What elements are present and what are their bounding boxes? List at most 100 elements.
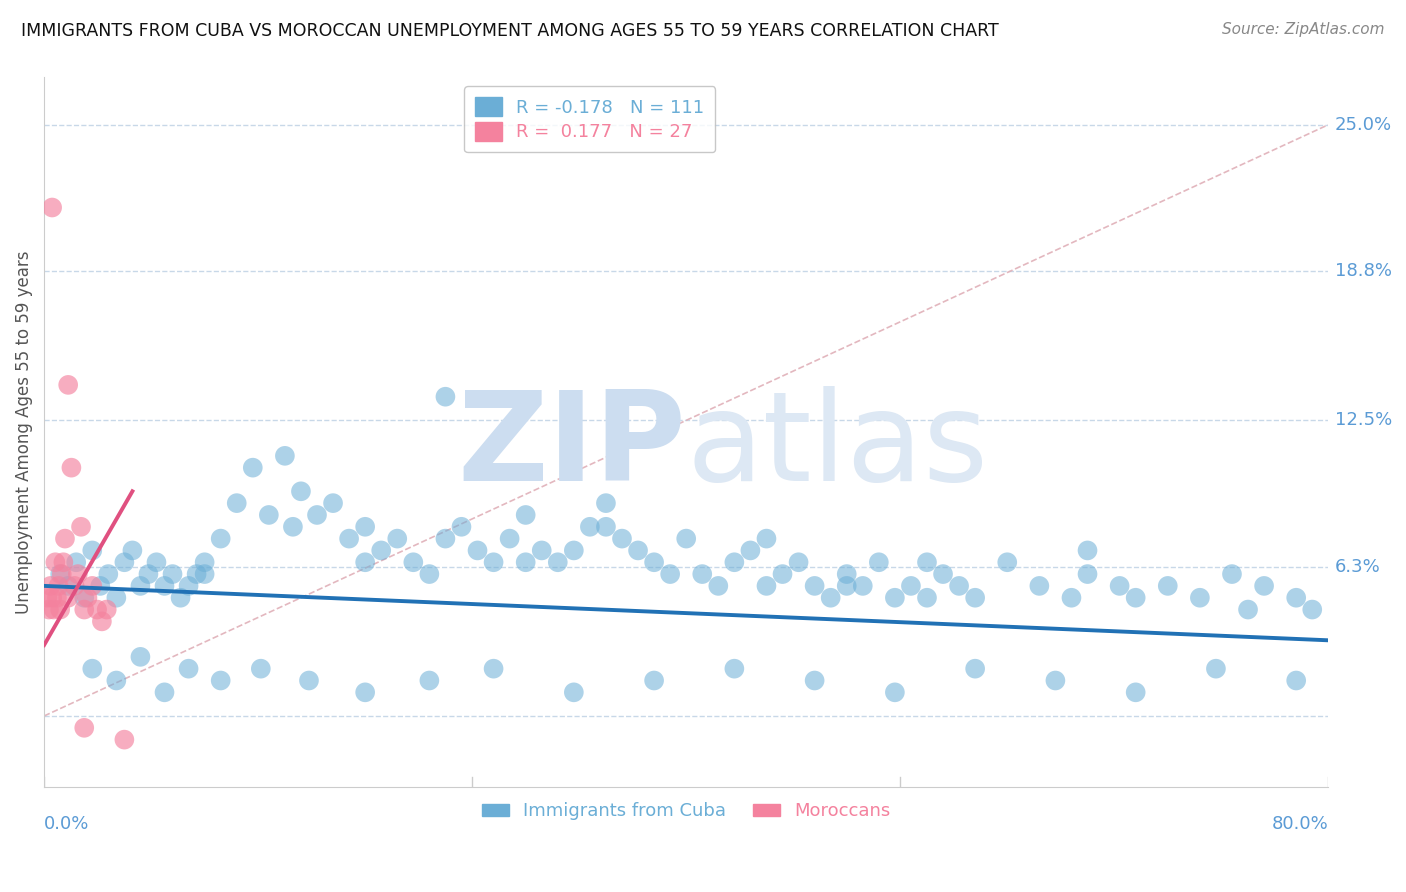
Point <box>177 662 200 676</box>
Point <box>965 662 987 676</box>
Text: 0.0%: 0.0% <box>44 815 90 833</box>
Point <box>194 567 217 582</box>
Point <box>643 673 665 688</box>
Point <box>915 591 938 605</box>
Point <box>153 685 176 699</box>
Point <box>63 579 86 593</box>
Point <box>900 579 922 593</box>
Point <box>70 520 93 534</box>
Point <box>38 602 60 616</box>
Point <box>482 555 505 569</box>
Point <box>49 567 72 582</box>
Point <box>498 532 520 546</box>
Point <box>290 484 312 499</box>
Point <box>177 579 200 593</box>
Point <box>659 567 682 582</box>
Point <box>76 591 98 605</box>
Point <box>740 543 762 558</box>
Point <box>281 520 304 534</box>
Point <box>73 602 96 616</box>
Point <box>402 555 425 569</box>
Point <box>250 662 273 676</box>
Point <box>418 673 440 688</box>
Point <box>242 460 264 475</box>
Point <box>530 543 553 558</box>
Point <box>948 579 970 593</box>
Point <box>915 555 938 569</box>
Point <box>105 673 128 688</box>
Point <box>41 201 63 215</box>
Point <box>41 591 63 605</box>
Point <box>595 520 617 534</box>
Point <box>755 579 778 593</box>
Point <box>44 555 66 569</box>
Legend: Immigrants from Cuba, Moroccans: Immigrants from Cuba, Moroccans <box>474 795 898 828</box>
Point <box>1076 567 1098 582</box>
Point <box>90 615 112 629</box>
Point <box>643 555 665 569</box>
Point <box>1301 602 1323 616</box>
Point <box>73 591 96 605</box>
Point <box>595 496 617 510</box>
Point <box>225 496 247 510</box>
Point <box>562 543 585 558</box>
Point <box>121 543 143 558</box>
Point <box>1125 685 1147 699</box>
Text: 80.0%: 80.0% <box>1271 815 1329 833</box>
Point <box>298 673 321 688</box>
Point <box>434 532 457 546</box>
Point <box>1285 673 1308 688</box>
Point <box>562 685 585 699</box>
Point <box>194 555 217 569</box>
Point <box>274 449 297 463</box>
Point <box>52 555 75 569</box>
Point <box>627 543 650 558</box>
Point <box>482 662 505 676</box>
Point <box>835 567 858 582</box>
Point <box>1188 591 1211 605</box>
Point <box>772 567 794 582</box>
Point <box>690 567 713 582</box>
Point <box>129 649 152 664</box>
Point <box>755 532 778 546</box>
Point <box>209 673 232 688</box>
Point <box>1205 662 1227 676</box>
Point <box>322 496 344 510</box>
Point <box>787 555 810 569</box>
Text: 12.5%: 12.5% <box>1334 411 1392 429</box>
Text: IMMIGRANTS FROM CUBA VS MOROCCAN UNEMPLOYMENT AMONG AGES 55 TO 59 YEARS CORRELAT: IMMIGRANTS FROM CUBA VS MOROCCAN UNEMPLO… <box>21 22 998 40</box>
Point <box>1125 591 1147 605</box>
Point <box>387 532 409 546</box>
Point <box>803 579 825 593</box>
Point <box>370 543 392 558</box>
Point <box>49 602 72 616</box>
Point <box>610 532 633 546</box>
Point <box>112 732 135 747</box>
Point <box>82 579 104 593</box>
Point <box>46 591 69 605</box>
Point <box>547 555 569 569</box>
Point <box>1060 591 1083 605</box>
Point <box>675 532 697 546</box>
Point <box>209 532 232 546</box>
Point <box>48 579 70 593</box>
Point <box>145 555 167 569</box>
Text: ZIP: ZIP <box>457 386 686 507</box>
Point <box>803 673 825 688</box>
Point <box>434 390 457 404</box>
Text: atlas: atlas <box>686 386 988 507</box>
Point <box>995 555 1018 569</box>
Point <box>1028 579 1050 593</box>
Point <box>723 662 745 676</box>
Point <box>965 591 987 605</box>
Point <box>129 579 152 593</box>
Point <box>1157 579 1180 593</box>
Point <box>932 567 955 582</box>
Point <box>42 602 65 616</box>
Point <box>707 579 730 593</box>
Point <box>89 579 111 593</box>
Point <box>56 591 79 605</box>
Point <box>56 377 79 392</box>
Point <box>1108 579 1130 593</box>
Point <box>112 555 135 569</box>
